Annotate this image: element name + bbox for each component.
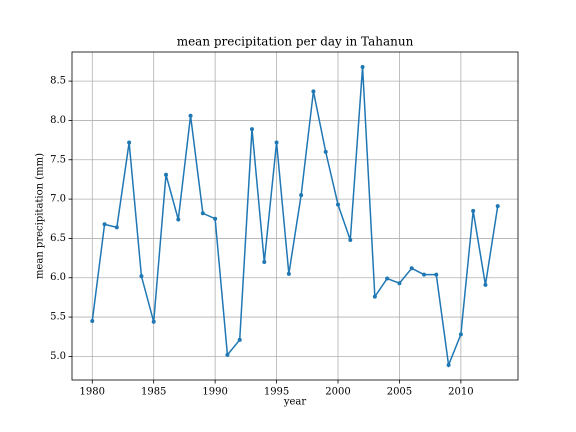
data-point <box>262 260 267 265</box>
y-tick-label: 8.0 <box>50 115 66 126</box>
data-point <box>286 271 291 276</box>
data-line <box>91 66 499 368</box>
data-point <box>102 222 107 227</box>
data-point <box>114 225 119 230</box>
data-point <box>409 266 414 271</box>
x-tick-label: 1990 <box>202 387 227 398</box>
data-point <box>471 208 476 213</box>
x-tick-label: 2000 <box>325 387 350 398</box>
data-point <box>483 282 488 287</box>
data-point <box>188 113 193 118</box>
data-point <box>213 216 218 221</box>
data-point <box>176 217 181 222</box>
y-tick-label: 6.5 <box>50 233 66 244</box>
chart-title: mean precipitation per day in Tahanun <box>177 35 414 49</box>
plot-frame <box>71 51 519 381</box>
data-point <box>434 272 439 277</box>
data-point <box>446 363 451 368</box>
data-point <box>422 272 427 277</box>
data-point <box>225 352 230 357</box>
data-point <box>90 319 95 324</box>
data-point <box>385 276 390 281</box>
y-tick-label: 5.0 <box>50 351 66 362</box>
data-point <box>323 149 328 154</box>
x-tick-label: 1985 <box>141 387 166 398</box>
data-point <box>139 274 144 279</box>
data-point <box>397 281 402 286</box>
data-point <box>360 64 365 69</box>
x-tick-label: 2010 <box>448 387 473 398</box>
y-tick-label: 5.5 <box>50 312 66 323</box>
y-tick-label: 8.5 <box>50 76 66 87</box>
data-point <box>274 140 279 145</box>
x-tick-label: 1980 <box>80 387 105 398</box>
y-axis-label: mean precipitation (mm) <box>35 153 46 279</box>
data-point <box>336 202 341 207</box>
y-tick-label: 7.0 <box>50 194 66 205</box>
x-axis-label: year <box>283 397 307 408</box>
y-tick-label: 7.5 <box>50 154 66 165</box>
data-point <box>200 211 205 216</box>
data-point <box>151 319 156 324</box>
data-point <box>458 332 463 337</box>
data-point <box>348 237 353 242</box>
y-tick-label: 6.0 <box>50 272 66 283</box>
data-point <box>127 140 132 145</box>
x-tick-label: 1995 <box>264 387 289 398</box>
data-point <box>311 89 316 94</box>
x-tick-label: 2005 <box>387 387 412 398</box>
data-point <box>299 193 304 198</box>
data-point <box>249 127 254 132</box>
data-point <box>163 172 168 177</box>
data-point <box>237 337 242 342</box>
data-point <box>372 294 377 299</box>
data-point <box>495 204 500 209</box>
